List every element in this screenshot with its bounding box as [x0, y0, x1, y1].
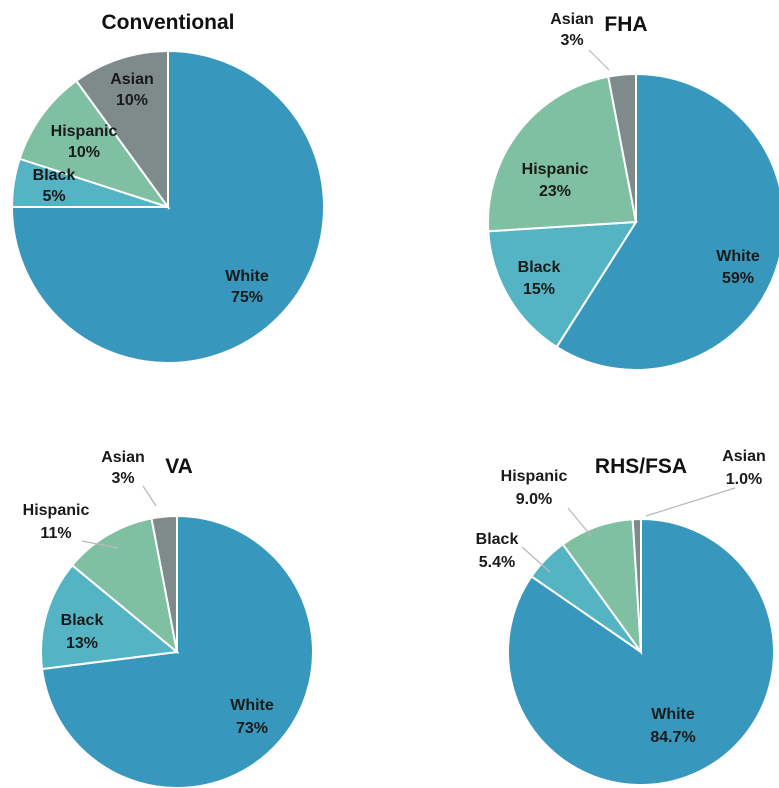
- slice-label-rhs-fsa-black: Black: [476, 531, 519, 548]
- slice-label-conventional-black: Black: [33, 167, 76, 184]
- pie-slice-conventional-asian: [74, 49, 169, 211]
- slice-value-fha-asian: 3%: [560, 32, 583, 49]
- slice-label-rhs-fsa-asian: Asian: [722, 448, 766, 465]
- slice-value-fha-hispanic: 23%: [539, 183, 571, 200]
- pie-slice-fha-asian: [607, 72, 637, 223]
- slice-value-va-white: 73%: [236, 720, 268, 737]
- pie-slice-va-black: [40, 563, 180, 671]
- slice-label-fha-asian: Asian: [550, 11, 594, 28]
- slice-value-conventional-white: 75%: [231, 289, 263, 306]
- slice-value-va-hispanic: 11%: [40, 525, 71, 542]
- slice-label-conventional-asian: Asian: [110, 71, 154, 88]
- slice-label-conventional-white: White: [225, 268, 269, 285]
- slice-value-rhs-fsa-asian: 1.0%: [726, 471, 762, 488]
- slice-value-conventional-hispanic: 10%: [68, 144, 100, 161]
- chart-title-fha: FHA: [604, 13, 647, 36]
- slice-value-rhs-fsa-hispanic: 9.0%: [516, 491, 552, 508]
- pie-slices-layer: [10, 49, 779, 788]
- pie-slice-va-hispanic: [70, 517, 179, 655]
- pie-slice-conventional-hispanic: [18, 79, 171, 209]
- chart-title-va: VA: [165, 455, 193, 478]
- chart-title-rhs-fsa: RHS/FSA: [595, 455, 687, 478]
- slice-label-va-asian: Asian: [101, 449, 145, 466]
- slice-label-fha-hispanic: Hispanic: [522, 161, 589, 178]
- slice-value-conventional-asian: 10%: [116, 92, 148, 109]
- leader-lines-layer: [81, 49, 736, 573]
- pie-slice-fha-hispanic: [486, 75, 638, 233]
- slice-label-va-white: White: [230, 697, 274, 714]
- slice-value-conventional-black: 5%: [42, 188, 65, 205]
- leader-line-va-asian: [142, 485, 157, 507]
- pie-slice-va-asian: [150, 514, 178, 653]
- slice-label-rhs-fsa-hispanic: Hispanic: [501, 468, 568, 485]
- pie-slice-conventional-white: [10, 49, 325, 364]
- pie-slice-rhs-fsa-asian: [631, 517, 642, 653]
- slice-value-rhs-fsa-white: 84.7%: [650, 729, 695, 746]
- leader-line-rhs-fsa-asian: [645, 487, 736, 517]
- slice-label-va-hispanic: Hispanic: [23, 502, 90, 519]
- slice-label-va-black: Black: [61, 612, 104, 629]
- slice-label-fha-black: Black: [518, 259, 561, 276]
- slice-label-conventional-hispanic: Hispanic: [51, 123, 118, 140]
- slice-value-fha-black: 15%: [523, 281, 555, 298]
- leader-line-rhs-fsa-black: [521, 546, 551, 573]
- slice-label-rhs-fsa-white: White: [651, 706, 695, 723]
- pie-slice-fha-white: [555, 72, 779, 371]
- slice-value-va-asian: 3%: [111, 470, 134, 487]
- leader-line-rhs-fsa-hispanic: [567, 507, 593, 538]
- slice-value-rhs-fsa-black: 5.4%: [479, 554, 515, 571]
- slice-value-fha-white: 59%: [722, 270, 754, 287]
- slice-value-va-black: 13%: [66, 635, 98, 652]
- pie-slice-fha-black: [487, 220, 638, 349]
- chart-title-conventional: Conventional: [101, 11, 234, 34]
- slice-label-fha-white: White: [716, 248, 760, 265]
- leader-line-fha-asian: [588, 49, 610, 71]
- leader-line-va-hispanic: [81, 540, 119, 549]
